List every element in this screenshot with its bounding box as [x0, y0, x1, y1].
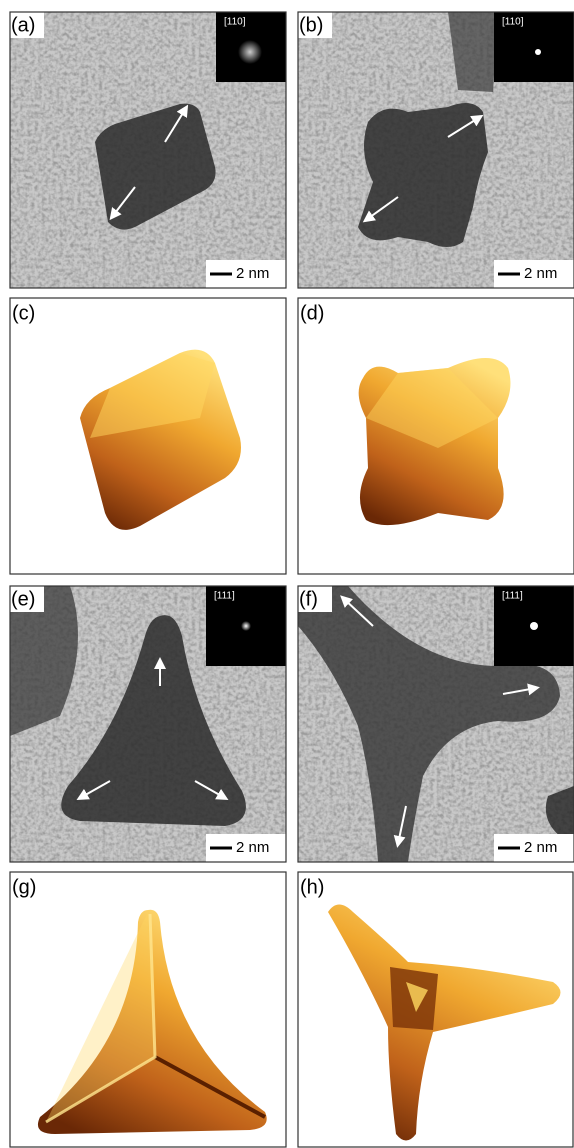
zone-axis: [111] [502, 591, 523, 602]
panel-f: [111] 2 nm (f) [298, 586, 574, 862]
panel-c: (c) [10, 298, 286, 574]
panel-label: (h) [300, 876, 324, 898]
panel-h: (h) [298, 872, 574, 1148]
zone-axis: [110] [502, 17, 524, 28]
panel-label: (c) [12, 302, 35, 324]
panel-e: [111] 2 nm (e) [10, 586, 286, 862]
scale-bar-label: 2 nm [236, 265, 269, 282]
zone-axis: [111] [214, 591, 235, 602]
zone-axis: [110] [224, 17, 246, 28]
scale-bar-label: 2 nm [524, 839, 557, 856]
panel-label: (a) [11, 14, 35, 36]
scale-bar-label: 2 nm [236, 839, 269, 856]
panel-label: (d) [300, 302, 324, 324]
panel-g: (g) [10, 872, 286, 1148]
panel-label: (b) [299, 14, 323, 36]
panel-label: (g) [12, 876, 36, 898]
figure: [110] 2 nm (a) [110] 2 nm (b) (c) (d) [0, 0, 574, 1148]
panel-label: (f) [299, 588, 318, 610]
panel-a: [110] 2 nm (a) [10, 12, 286, 288]
panel-label: (e) [11, 588, 35, 610]
panel-b: [110] 2 nm (b) [298, 12, 574, 288]
scale-bar-label: 2 nm [524, 265, 557, 282]
panel-d: (d) [298, 298, 574, 574]
